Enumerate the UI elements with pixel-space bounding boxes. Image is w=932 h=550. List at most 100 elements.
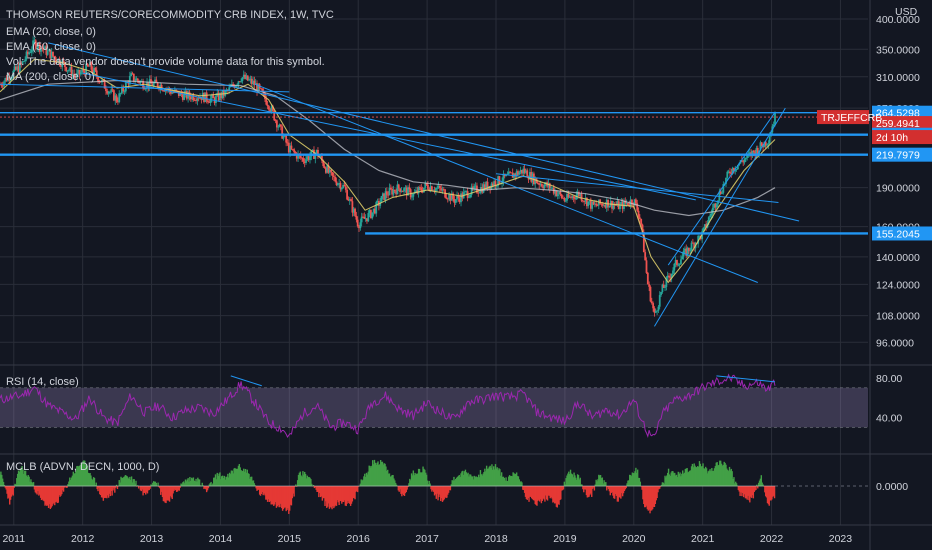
mclb-bar xyxy=(656,486,658,499)
mclb-bar xyxy=(733,477,735,487)
mclb-bar xyxy=(201,482,203,487)
mclb-bar xyxy=(464,469,467,487)
mclb-legend[interactable]: MCLB (ADVN, DECN, 1000, D) xyxy=(6,461,159,473)
x-tick-label: 2018 xyxy=(484,533,508,545)
mclb-bar xyxy=(552,486,554,503)
price-pane[interactable] xyxy=(0,36,868,327)
mclb-bar xyxy=(643,486,645,505)
mclb-bar xyxy=(63,486,66,488)
mclb-bar xyxy=(670,472,672,487)
mclb-bar xyxy=(103,486,105,498)
legend-ma200[interactable]: MA (200, close, 0) xyxy=(6,71,95,83)
mclb-bar xyxy=(236,468,239,487)
mclb-bar xyxy=(694,465,696,487)
mclb-bar xyxy=(378,465,380,487)
candle-body xyxy=(483,184,486,189)
candle-body xyxy=(354,208,356,216)
mclb-bar xyxy=(57,486,59,503)
mclb-bar xyxy=(17,470,20,487)
candle-body xyxy=(665,277,668,287)
candle-body xyxy=(690,242,693,251)
mclb-bar xyxy=(646,486,649,510)
candle-body xyxy=(725,177,727,184)
candle-body xyxy=(351,201,354,213)
candle-body xyxy=(314,153,317,159)
mclb-bar xyxy=(141,486,143,490)
legend-volume[interactable]: Vol: The data vendor doesn't provide vol… xyxy=(6,56,325,68)
mclb-bar xyxy=(739,486,741,496)
mclb-bar xyxy=(123,476,126,487)
candle-body xyxy=(763,141,766,148)
candle-body xyxy=(249,78,252,80)
mclb-bar xyxy=(359,483,362,487)
candle-body xyxy=(211,94,213,99)
mclb-bar xyxy=(758,480,761,487)
candle-body xyxy=(664,286,666,288)
mclb-bar xyxy=(574,475,576,487)
rsi-pane[interactable] xyxy=(0,373,868,439)
mclb-bar xyxy=(245,472,248,487)
x-tick-label: 2017 xyxy=(415,533,439,545)
mclb-bar xyxy=(152,482,154,487)
mclb-bar xyxy=(467,472,469,487)
mclb-bar xyxy=(606,486,608,491)
mclb-bar xyxy=(297,474,300,487)
mclb-bar xyxy=(135,480,137,487)
mclb-bar xyxy=(489,465,491,487)
legend-ema20[interactable]: EMA (20, close, 0) xyxy=(6,26,96,38)
mclb-bar xyxy=(549,486,551,499)
mclb-bar xyxy=(190,477,193,487)
mclb-bar xyxy=(206,486,209,491)
mclb-bar xyxy=(436,486,438,494)
candle-body xyxy=(323,166,326,169)
candle-body xyxy=(393,189,396,192)
mclb-bar xyxy=(235,468,237,487)
candle-body xyxy=(734,169,737,172)
candle-body xyxy=(14,66,17,70)
mclb-bar xyxy=(152,481,155,487)
mclb-pane[interactable] xyxy=(0,459,868,514)
mclb-bar xyxy=(259,486,262,496)
mclb-bar xyxy=(269,486,271,502)
mclb-bar xyxy=(437,486,439,501)
mclb-bar xyxy=(177,486,180,491)
candle-body xyxy=(766,144,768,146)
mclb-bar xyxy=(281,486,284,511)
candle-body xyxy=(49,49,52,59)
mclb-bar xyxy=(271,486,273,505)
candle-body xyxy=(18,62,21,73)
candle-body xyxy=(135,78,138,81)
mclb-bar xyxy=(580,484,582,487)
candle-body xyxy=(106,91,109,94)
candle-body xyxy=(408,187,411,190)
mclb-bar xyxy=(367,471,369,487)
mclb-bar xyxy=(101,486,104,498)
mclb-bar xyxy=(43,486,45,502)
candle-body xyxy=(82,69,85,72)
mclb-bar xyxy=(579,477,581,487)
mclb-bar xyxy=(487,468,490,487)
rsi-legend[interactable]: RSI (14, close) xyxy=(6,376,79,388)
mclb-bar xyxy=(24,470,27,487)
mclb-bar xyxy=(500,475,502,487)
mclb-bar xyxy=(107,486,110,498)
mclb-bar xyxy=(3,485,6,487)
legend-ema50[interactable]: EMA (50, close, 0) xyxy=(6,41,96,53)
mclb-bar xyxy=(613,486,615,499)
candle-body xyxy=(64,62,66,68)
mclb-bar xyxy=(483,472,485,487)
mclb-bar xyxy=(561,486,563,491)
mclb-bar xyxy=(470,476,473,487)
mclb-bar xyxy=(741,486,743,497)
mclb-bar xyxy=(633,473,635,487)
candle-body xyxy=(29,52,32,54)
mclb-bar xyxy=(113,486,115,489)
mclb-bar xyxy=(222,478,225,487)
mclb-bar xyxy=(692,467,695,487)
mclb-bar xyxy=(445,486,447,499)
mclb-bar xyxy=(310,479,312,487)
mclb-bar xyxy=(149,486,151,489)
mclb-bar xyxy=(398,486,400,492)
candle-body xyxy=(248,79,250,81)
mclb-bar xyxy=(172,486,174,494)
